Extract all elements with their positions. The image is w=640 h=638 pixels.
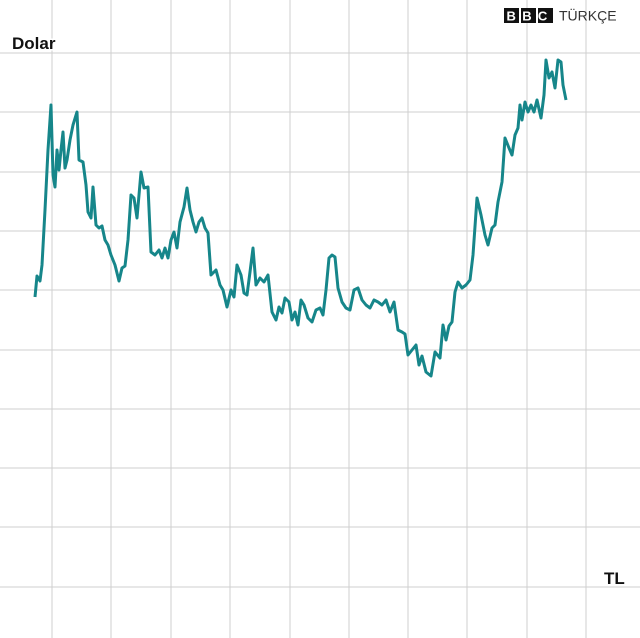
logo-box bbox=[538, 8, 553, 23]
logo-box bbox=[521, 8, 536, 23]
data-line bbox=[33, 58, 568, 378]
y-axis-label: Dolar bbox=[12, 34, 56, 53]
logo-text: TÜRKÇE bbox=[559, 7, 617, 24]
plot bbox=[33, 58, 568, 378]
x-axis-label: TL bbox=[604, 569, 625, 588]
logo-box bbox=[504, 8, 519, 23]
logo-mark: BBC bbox=[507, 9, 554, 24]
brand-logo: BBC TÜRKÇE bbox=[504, 7, 617, 24]
